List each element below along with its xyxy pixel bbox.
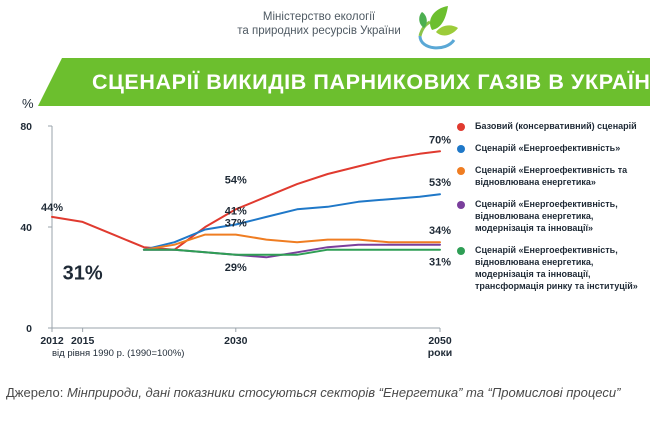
legend-swatch: [457, 145, 465, 153]
x-axis-label: роки: [428, 347, 453, 359]
base-year-note: від рівня 1990 р. (1990=100%): [52, 348, 184, 359]
legend-swatch: [457, 201, 465, 209]
data-label: 31%: [63, 263, 103, 285]
source-prefix: Джерело:: [6, 385, 67, 400]
x-tick-label: 2050: [428, 335, 452, 347]
legend-swatch: [457, 167, 465, 175]
legend-label: Базовий (консервативний) сценарій: [475, 121, 637, 131]
legend-swatch: [457, 247, 465, 255]
ministry-name: Міністерство екології та природних ресур…: [214, 10, 424, 38]
legend-item-5: Сценарій «Енергоефективність, відновлюва…: [457, 244, 647, 292]
legend-label: Сценарій «Енергоефективність та відновлю…: [475, 165, 628, 187]
source-note: Джерело: Мінприроди, дані показники стос…: [6, 384, 646, 402]
x-tick-label: 2015: [71, 335, 95, 347]
legend-label: Сценарій «Енергоефективність, відновлюва…: [475, 199, 618, 233]
series-line-3: [142, 233, 441, 251]
chart-title: СЦЕНАРІЇ ВИКИДІВ ПАРНИКОВИХ ГАЗІВ В УКРА…: [92, 70, 650, 94]
series-line-1: [51, 150, 441, 251]
data-label: 70%: [429, 134, 451, 146]
y-axis-label: %: [22, 96, 34, 111]
data-label: 31%: [429, 257, 451, 269]
data-label: 37%: [225, 218, 247, 230]
series-line-5: [142, 248, 441, 256]
y-tick-label: 40: [20, 222, 32, 234]
data-label: 54%: [225, 175, 247, 187]
legend-label: Сценарій «Енергоефективність»: [475, 143, 621, 153]
data-label: 29%: [225, 262, 247, 274]
data-label: 44%: [41, 202, 63, 214]
data-label: 34%: [429, 225, 451, 237]
x-tick-label: 2030: [224, 335, 248, 347]
legend-swatch: [457, 123, 465, 131]
legend-item-3: Сценарій «Енергоефективність та відновлю…: [457, 164, 647, 188]
title-banner: СЦЕНАРІЇ ВИКИДІВ ПАРНИКОВИХ ГАЗІВ В УКРА…: [38, 58, 650, 106]
data-label: 53%: [429, 177, 451, 189]
source-text: Мінприроди, дані показники стосуються се…: [66, 385, 621, 400]
x-tick-label: 2012: [40, 335, 64, 347]
series-line-2: [142, 193, 441, 251]
data-label: 41%: [225, 205, 247, 217]
ministry-line-1: Міністерство екології: [262, 11, 376, 23]
legend-label: Сценарій «Енергоефективність, відновлюва…: [475, 245, 638, 291]
y-tick-label: 80: [20, 121, 32, 133]
y-tick-label: 0: [26, 323, 32, 335]
legend-item-2: Сценарій «Енергоефективність»: [457, 142, 647, 154]
slide: Міністерство екології та природних ресур…: [20, 2, 650, 359]
legend-item-1: Базовий (консервативний) сценарій: [457, 120, 647, 132]
ministry-line-2: та природних ресурсів України: [237, 25, 401, 37]
legend-item-4: Сценарій «Енергоефективність, відновлюва…: [457, 198, 647, 234]
chart-legend: Базовий (консервативний) сценарій Сценарі…: [457, 120, 647, 302]
leaf-logo-icon: [412, 2, 462, 59]
